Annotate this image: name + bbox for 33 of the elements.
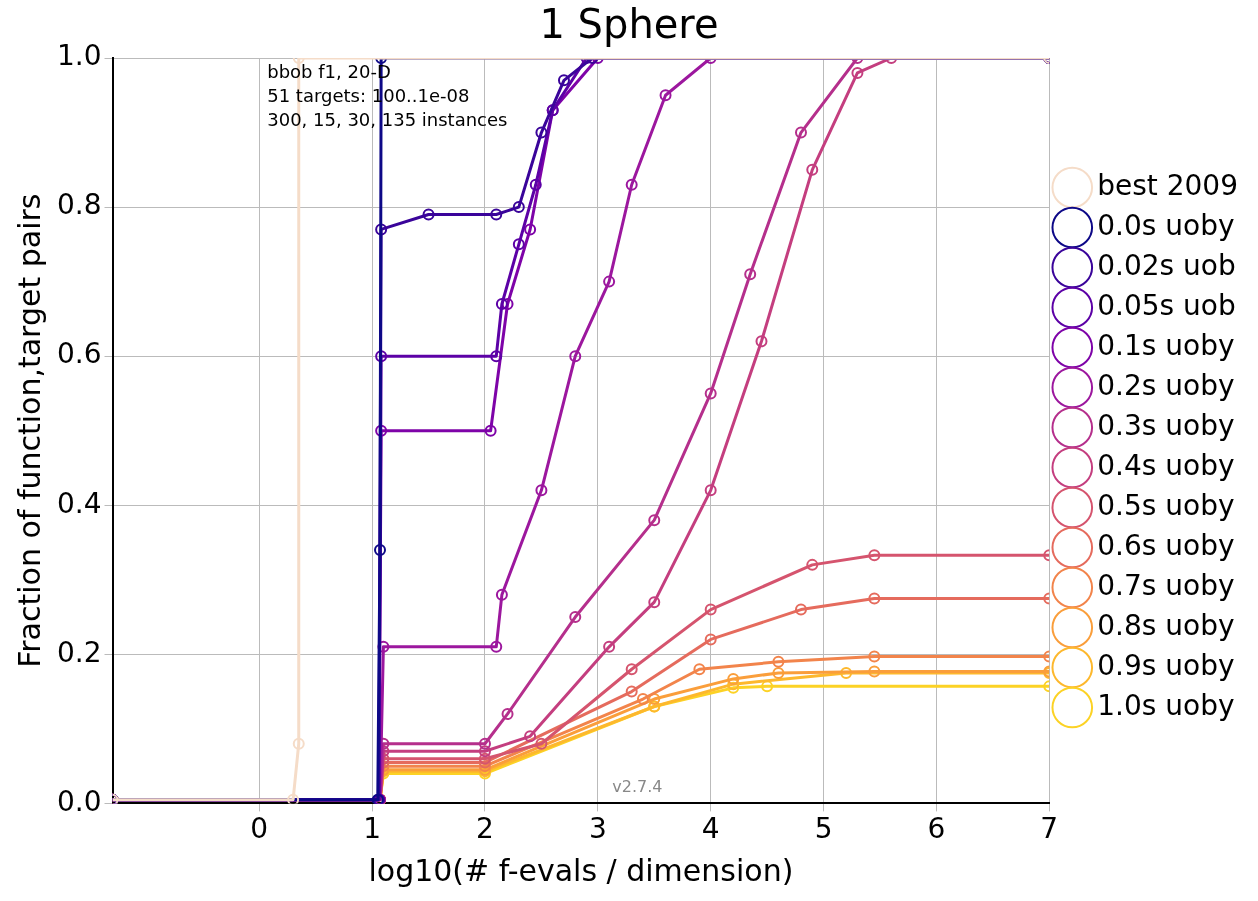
x-tick-label: 5 — [814, 812, 833, 846]
chart-title: 1 Sphere — [539, 1, 719, 48]
legend-label: 0.9s uoby — [1097, 648, 1235, 682]
legend-label: 0.02s uob — [1097, 248, 1236, 282]
legend-label: 0.4s uoby — [1097, 448, 1235, 482]
y-tick-label: 1.0 — [57, 39, 102, 73]
legend-label: 0.6s uoby — [1097, 528, 1235, 562]
x-axis-title: log10(# f-evals / dimension) — [368, 852, 794, 888]
y-tick-label: 0.6 — [57, 337, 102, 371]
legend-label: best 2009 — [1097, 168, 1239, 202]
annotation: v2.7.4 — [612, 776, 663, 796]
legend-label: 0.3s uoby — [1097, 408, 1235, 442]
legend-label: 0.2s uoby — [1097, 368, 1235, 402]
y-axis-title: Fraction of function,target pairs — [11, 193, 47, 668]
legend-label: 0.05s uob — [1097, 288, 1236, 322]
x-tick-label: 1 — [363, 812, 382, 846]
y-tick-label: 0.2 — [57, 635, 102, 669]
y-tick-label: 0.0 — [57, 784, 102, 818]
legend-label: 0.0s uoby — [1097, 208, 1235, 242]
x-tick-label: 3 — [588, 812, 607, 846]
annotation: 300, 15, 30, 135 instances — [267, 108, 508, 130]
x-tick-label: 7 — [1040, 812, 1059, 846]
y-tick-label: 0.4 — [57, 486, 102, 520]
legend-label: 0.7s uoby — [1097, 568, 1235, 602]
x-tick-label: 4 — [701, 812, 720, 846]
x-tick-label: 2 — [476, 812, 494, 846]
legend-label: 0.1s uoby — [1097, 328, 1235, 362]
y-tick-label: 0.8 — [57, 188, 102, 222]
legend-label: 0.5s uoby — [1097, 488, 1235, 522]
x-tick-label: 6 — [927, 812, 946, 846]
x-tick-label: 0 — [250, 812, 269, 846]
legend-label: 0.8s uoby — [1097, 608, 1235, 642]
legend-label: 1.0s uoby — [1097, 688, 1235, 722]
